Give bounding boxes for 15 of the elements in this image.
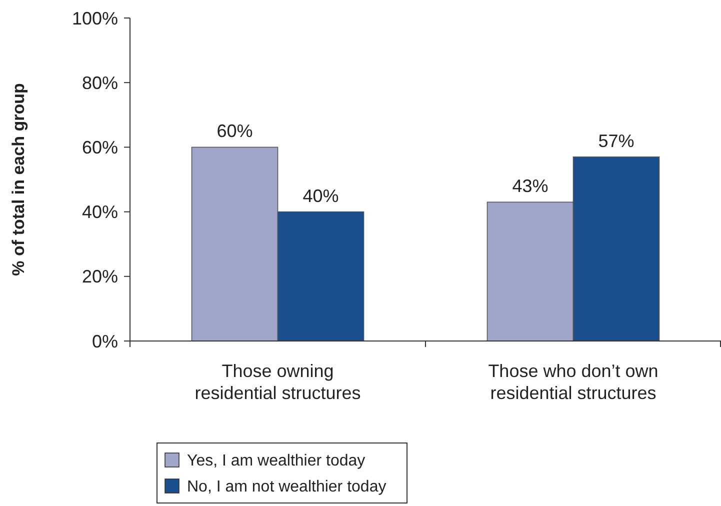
y-tick-label: 0% [92, 331, 118, 352]
y-tick-label: 60% [82, 138, 118, 158]
data-label: 57% [598, 130, 634, 151]
y-tick-label: 100% [72, 8, 118, 28]
data-label: 60% [216, 121, 253, 142]
legend-label: No, I am not wealthier today [187, 478, 386, 496]
x-tick-label: Those who don’t own residential structures [488, 361, 658, 403]
y-tick-label: 40% [82, 202, 118, 222]
legend-label: Yes, I am wealthier today [187, 452, 366, 470]
y-tick-label: 20% [82, 266, 118, 287]
y-tick-label: 80% [82, 72, 118, 93]
data-label: 43% [512, 176, 548, 196]
data-label: 40% [302, 186, 339, 206]
x-tick-label: Those owning residential structures [194, 361, 361, 403]
y-axis-title: % of total in each group [9, 83, 28, 276]
